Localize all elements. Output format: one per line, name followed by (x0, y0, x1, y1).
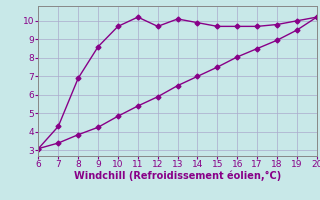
X-axis label: Windchill (Refroidissement éolien,°C): Windchill (Refroidissement éolien,°C) (74, 171, 281, 181)
